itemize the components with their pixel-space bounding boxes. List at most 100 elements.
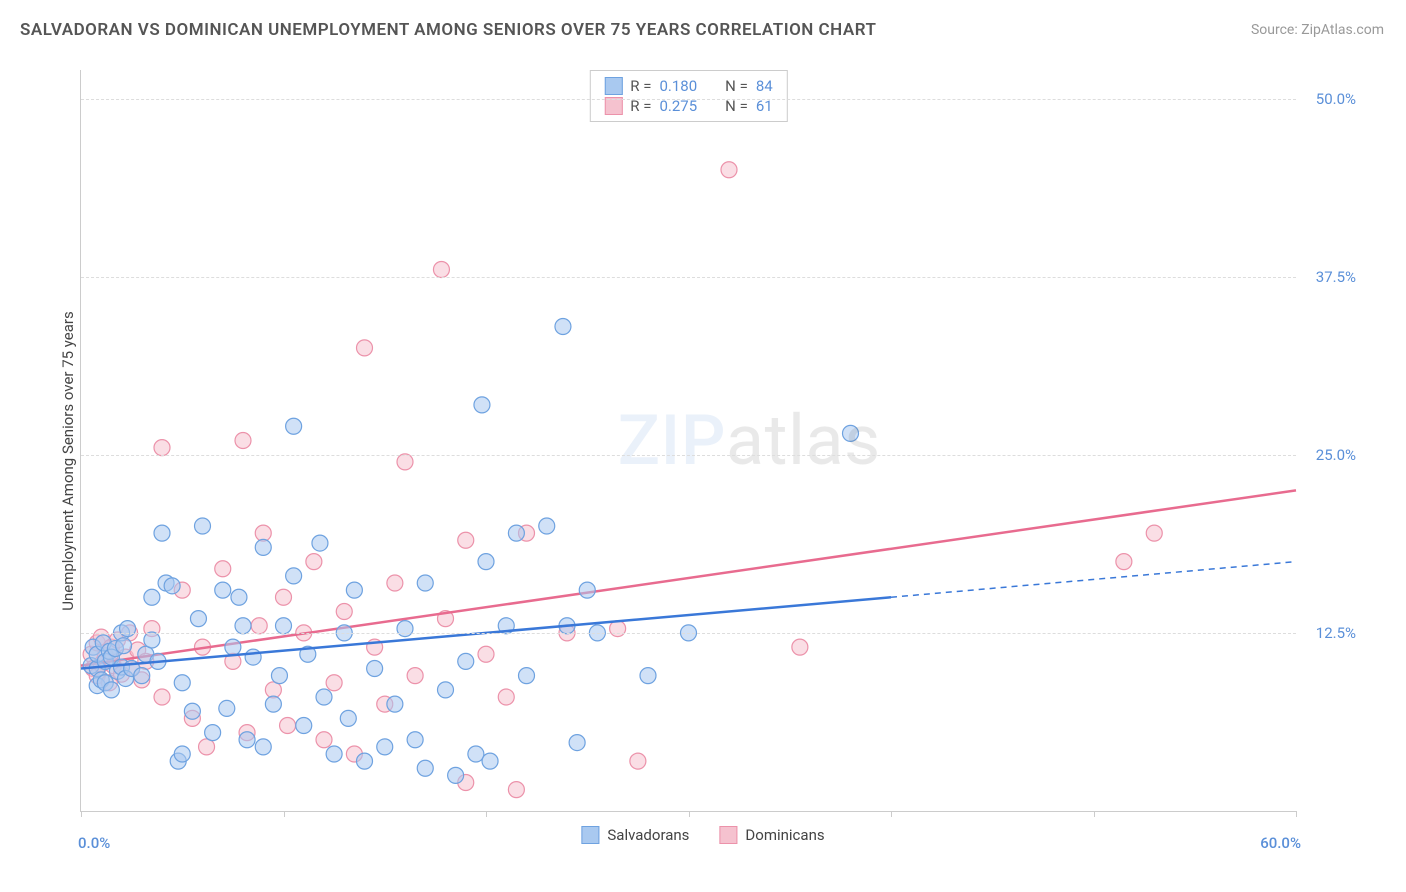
scatter-point	[316, 689, 332, 705]
legend-label-salvadorans: Salvadorans	[607, 826, 689, 844]
y-axis-label: Unemployment Among Seniors over 75 years	[59, 311, 77, 610]
scatter-point	[103, 682, 119, 698]
y-tick-label: 37.5%	[1316, 268, 1356, 286]
scatter-point	[508, 525, 524, 541]
scatter-point	[306, 554, 322, 570]
scatter-point	[154, 440, 170, 456]
scatter-point	[417, 760, 433, 776]
scatter-point	[245, 649, 261, 665]
legend-item-salvadorans: Salvadorans	[581, 826, 689, 844]
scatter-point	[205, 725, 221, 741]
scatter-point	[377, 739, 393, 755]
scatter-svg	[81, 70, 1296, 811]
scatter-point	[219, 700, 235, 716]
scatter-point	[508, 782, 524, 798]
scatter-point	[276, 618, 292, 634]
scatter-point	[438, 682, 454, 698]
scatter-point	[190, 611, 206, 627]
scatter-point	[569, 735, 585, 751]
scatter-point	[215, 561, 231, 577]
scatter-point	[387, 696, 403, 712]
scatter-point	[251, 618, 267, 634]
scatter-point	[640, 668, 656, 684]
swatch-dominicans	[604, 97, 622, 115]
n-value-dominicans: 61	[756, 97, 773, 115]
scatter-point	[215, 582, 231, 598]
scatter-point	[448, 767, 464, 783]
scatter-point	[498, 689, 514, 705]
scatter-point	[555, 319, 571, 335]
scatter-point	[792, 639, 808, 655]
scatter-point	[482, 753, 498, 769]
legend-item-dominicans: Dominicans	[719, 826, 824, 844]
scatter-point	[255, 739, 271, 755]
scatter-point	[519, 668, 535, 684]
chart-area: Unemployment Among Seniors over 75 years…	[50, 70, 1356, 852]
trend-line-dashed	[891, 562, 1296, 598]
y-tick-label: 25.0%	[1316, 446, 1356, 464]
scatter-point	[225, 639, 241, 655]
scatter-point	[417, 575, 433, 591]
scatter-point	[458, 653, 474, 669]
stats-row-salvadorans: R = 0.180 N = 84	[604, 76, 772, 96]
scatter-point	[134, 668, 150, 684]
scatter-point	[433, 262, 449, 278]
chart-title: SALVADORAN VS DOMINICAN UNEMPLOYMENT AMO…	[20, 20, 876, 40]
scatter-point	[721, 162, 737, 178]
r-label: R =	[630, 77, 651, 95]
scatter-point	[286, 418, 302, 434]
scatter-point	[265, 696, 281, 712]
scatter-point	[235, 433, 251, 449]
scatter-point	[231, 589, 247, 605]
scatter-point	[539, 518, 555, 534]
scatter-point	[296, 718, 312, 734]
swatch-dominicans-icon	[719, 826, 737, 844]
y-tick-label: 12.5%	[1316, 624, 1356, 642]
scatter-point	[468, 746, 484, 762]
scatter-point	[154, 525, 170, 541]
scatter-point	[346, 582, 362, 598]
scatter-point	[235, 618, 251, 634]
scatter-point	[255, 539, 271, 555]
swatch-salvadorans	[604, 77, 622, 95]
scatter-point	[199, 739, 215, 755]
scatter-point	[326, 746, 342, 762]
y-tick-label: 50.0%	[1316, 90, 1356, 108]
scatter-point	[276, 589, 292, 605]
scatter-point	[280, 718, 296, 734]
r-value-salvadorans: 0.180	[659, 77, 697, 95]
plot-region: R = 0.180 N = 84 R = 0.275 N = 61 ZIPatl…	[80, 70, 1296, 812]
legend-label-dominicans: Dominicans	[745, 826, 824, 844]
scatter-point	[184, 703, 200, 719]
n-label: N =	[725, 97, 748, 115]
scatter-point	[1146, 525, 1162, 541]
series-legend: Salvadorans Dominicans	[581, 826, 824, 844]
scatter-point	[397, 454, 413, 470]
scatter-point	[174, 746, 190, 762]
scatter-point	[255, 525, 271, 541]
scatter-point	[239, 732, 255, 748]
source-label: Source: ZipAtlas.com	[1251, 22, 1384, 38]
scatter-point	[843, 425, 859, 441]
scatter-point	[630, 753, 646, 769]
x-axis-min-label: 0.0%	[78, 834, 110, 852]
scatter-point	[407, 668, 423, 684]
scatter-point	[271, 668, 287, 684]
scatter-point	[397, 621, 413, 637]
scatter-point	[336, 604, 352, 620]
scatter-point	[174, 675, 190, 691]
scatter-point	[164, 578, 180, 594]
r-value-dominicans: 0.275	[659, 97, 697, 115]
scatter-point	[116, 638, 132, 654]
scatter-point	[407, 732, 423, 748]
scatter-point	[340, 710, 356, 726]
scatter-point	[144, 589, 160, 605]
scatter-point	[478, 646, 494, 662]
scatter-point	[326, 675, 342, 691]
scatter-point	[286, 568, 302, 584]
scatter-point	[120, 621, 136, 637]
scatter-point	[579, 582, 595, 598]
scatter-point	[458, 532, 474, 548]
n-label: N =	[725, 77, 748, 95]
scatter-point	[144, 632, 160, 648]
